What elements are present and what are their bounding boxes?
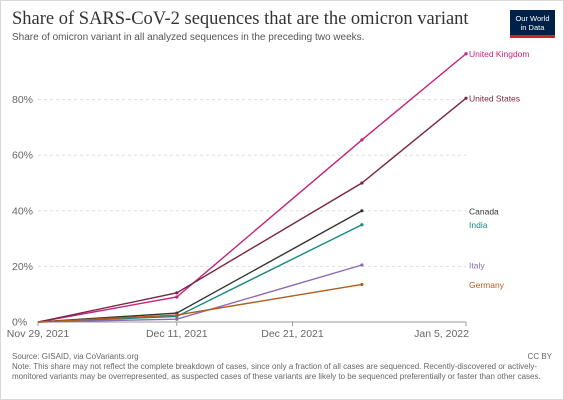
y-tick-label: 40% (12, 205, 33, 217)
source-text: Source: GISAID, via CoVariants.org (12, 352, 139, 361)
x-tick-label: Nov 29, 2021 (7, 328, 70, 340)
legend-label: Canada (469, 206, 499, 216)
y-tick-label: 80% (12, 94, 33, 106)
data-point (360, 209, 364, 213)
legend-label: India (469, 220, 488, 230)
y-tick-label: 60% (12, 150, 33, 162)
data-point (175, 313, 179, 317)
series-line (37, 224, 363, 323)
logo-line-1: Our World (515, 13, 550, 23)
data-point (464, 96, 468, 100)
data-point (360, 263, 364, 267)
y-tick-label: 20% (12, 261, 33, 273)
data-point (175, 291, 179, 295)
chart-footer: Source: GISAID, via CoVariants.org Note:… (12, 352, 552, 382)
legend-label: United Kingdom (469, 49, 529, 59)
x-tick-label: Dec 11, 2021 (146, 328, 208, 340)
data-point (360, 223, 364, 227)
legend-label: Italy (469, 261, 485, 271)
data-point (175, 317, 179, 321)
series-line (37, 97, 467, 323)
data-point (175, 295, 179, 299)
legend-label: Germany (469, 280, 505, 290)
data-point (360, 181, 364, 185)
data-point (360, 282, 364, 287)
y-tick-label: 0% (12, 317, 27, 329)
line-chart: 0% 20% 40% 60% 80% Nov 29, 2021 Dec 11, 2021 De… (7, 49, 530, 340)
legend-label: United States (469, 94, 520, 104)
data-point (464, 52, 468, 56)
x-tick-label: Jan 5, 2022 (414, 328, 469, 340)
note-text: Note: This share may not reflect the com… (12, 362, 541, 381)
chart-title: Share of SARS-CoV-2 sequences that are t… (12, 9, 469, 29)
series-line (37, 283, 363, 323)
license-link[interactable]: CC BY (527, 352, 552, 361)
chart-subtitle: Share of omicron variant in all analyzed… (12, 32, 365, 43)
logo-line-2: in Data (520, 22, 545, 32)
data-point (360, 138, 364, 142)
owid-logo[interactable]: Our World in Data (510, 10, 555, 38)
series-line (37, 53, 467, 323)
x-tick-label: Dec 21, 2021 (261, 328, 324, 340)
